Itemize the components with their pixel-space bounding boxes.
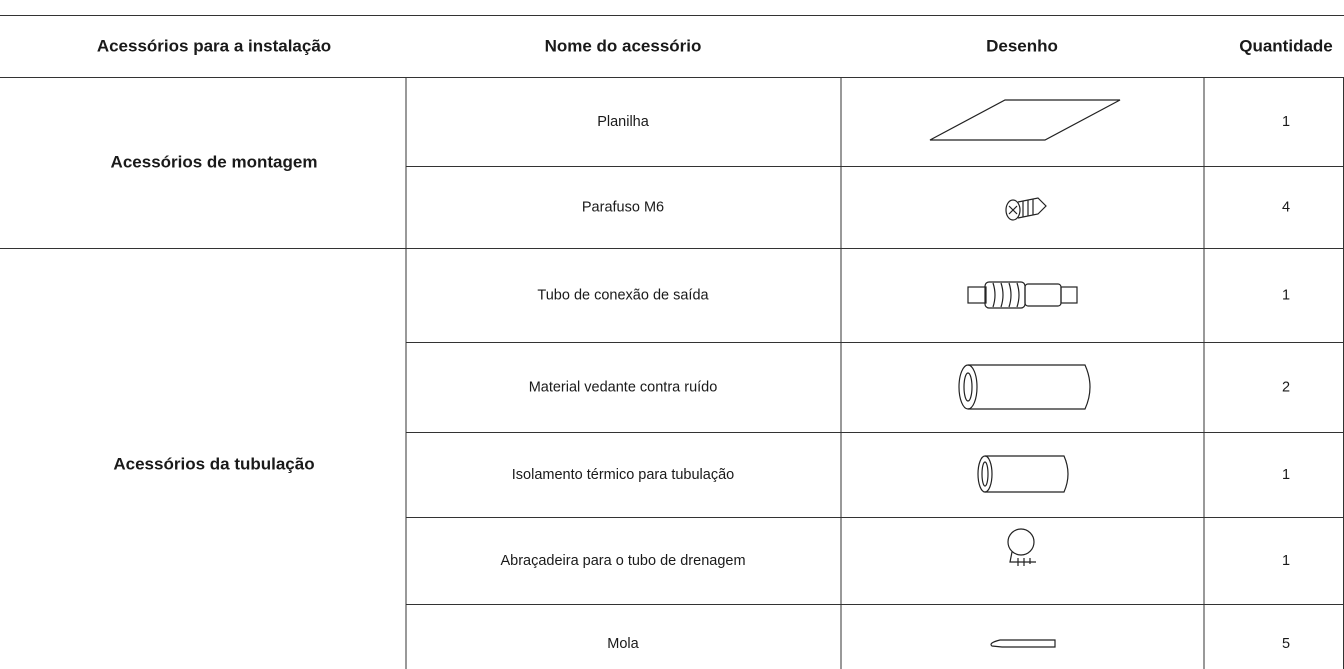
quantity: 5 <box>1282 636 1290 652</box>
group-label: Acessórios da tubulação <box>113 454 314 473</box>
outlet-tube-drawing <box>967 281 1078 309</box>
header-cell: Nome do acessório <box>545 36 702 55</box>
accessory-name: Tubo de conexão de saída <box>537 287 709 303</box>
header-cell: Acessórios para a instalação <box>97 36 331 55</box>
quantity: 1 <box>1282 287 1290 303</box>
drawings <box>929 99 1121 648</box>
accessory-name: Abraçadeira para o tubo de drenagem <box>500 553 745 569</box>
screw-drawing <box>1005 197 1047 221</box>
quantity: 4 <box>1282 199 1290 215</box>
clamp-drawing <box>1007 528 1036 566</box>
plate-drawing <box>929 99 1121 141</box>
quantity: 1 <box>1282 114 1290 130</box>
spring-drawing <box>990 639 1056 648</box>
accessory-name: Planilha <box>597 114 650 130</box>
accessory-name: Isolamento térmico para tubulação <box>512 467 734 483</box>
accessory-name: Parafuso M6 <box>582 199 664 215</box>
accessory-name: Mola <box>607 636 639 652</box>
accessory-name: Material vedante contra ruído <box>529 379 718 395</box>
header-cell: Quantidade <box>1239 36 1333 55</box>
quantity: 1 <box>1282 467 1290 483</box>
sealing-material-drawing <box>958 364 1091 410</box>
header-cell: Desenho <box>986 36 1058 55</box>
group-label: Acessórios de montagem <box>111 152 318 171</box>
quantity: 2 <box>1282 379 1290 395</box>
quantity: 1 <box>1282 553 1290 569</box>
insulation-drawing <box>977 455 1069 493</box>
